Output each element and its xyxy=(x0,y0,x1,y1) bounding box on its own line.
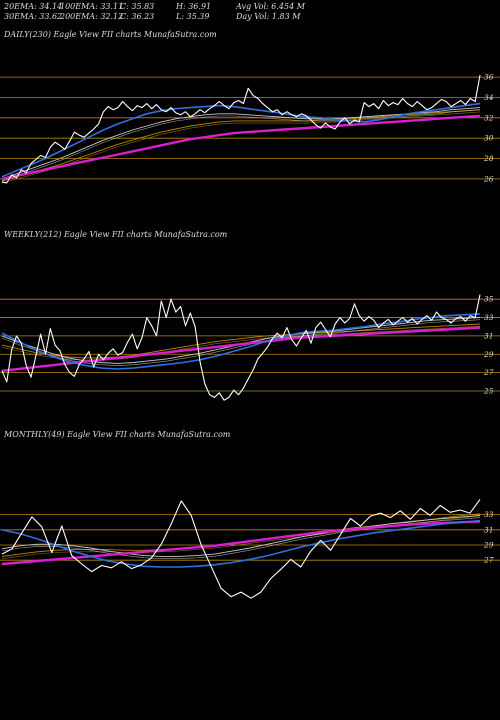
monthly-ema-mid-line xyxy=(1,514,481,557)
indicator-stats: 20EMA: 34.14 100EMA: 33.11 C: 35.83 H: 3… xyxy=(4,2,305,22)
stat-avg-vol: Avg Vol: 6.454 M xyxy=(236,2,305,11)
stat-low: L: 35.39 xyxy=(176,12,210,21)
monthly-ema-long-line xyxy=(1,520,481,566)
weekly-chart-title: WEEKLY(212) Eagle View FII charts Munafa… xyxy=(4,230,228,239)
monthly-ema-mid2-line xyxy=(1,513,481,557)
stat-200ema: 200EMA: 32.12 xyxy=(60,12,124,21)
weekly-y-tick-label: 27 xyxy=(483,368,494,377)
stats-row-1: 20EMA: 34.14 100EMA: 33.11 C: 35.83 H: 3… xyxy=(4,2,305,12)
daily-ema-mid-line xyxy=(1,107,481,180)
daily-y-tick-label: 28 xyxy=(483,154,494,163)
stat-prev-close: C: 36.23 xyxy=(120,12,155,21)
stat-100ema: 100EMA: 33.11 xyxy=(60,2,124,11)
monthly-y-tick-label: 27 xyxy=(483,556,494,565)
daily-y-tick-label: 36 xyxy=(484,73,494,82)
daily-ema-fast-line xyxy=(1,102,481,178)
daily-y-tick-label: 32 xyxy=(484,113,494,122)
monthly-y-tick-label: 33 xyxy=(484,510,494,519)
weekly-y-tick-label: 33 xyxy=(484,313,494,322)
daily-ema-mid2-band-line xyxy=(1,111,481,184)
daily-chart-title: DAILY(230) Eagle View FII charts MunafaS… xyxy=(3,30,217,39)
daily-ema-long-line xyxy=(1,114,481,181)
stats-row-2: 30EMA: 33.62 200EMA: 32.12 C: 36.23 L: 3… xyxy=(4,12,305,22)
monthly-price-line xyxy=(1,499,481,599)
weekly-y-tick-label: 31 xyxy=(484,331,494,340)
weekly-panel: WEEKLY(212) Eagle View FII charts Munafa… xyxy=(0,230,500,401)
daily-y-tick-label: 34 xyxy=(484,93,494,102)
monthly-panel: MONTHLY(49) Eagle View FII charts Munafa… xyxy=(0,430,500,599)
monthly-y-tick-label: 29 xyxy=(483,541,494,550)
weekly-ema-fast-line xyxy=(1,313,481,370)
stat-20ema: 20EMA: 34.14 xyxy=(4,2,63,11)
stat-high: H: 36.91 xyxy=(176,2,212,11)
monthly-ema-fast-line xyxy=(1,519,481,568)
monthly-y-tick-label: 31 xyxy=(484,525,494,534)
stat-day-vol: Day Vol: 1.83 M xyxy=(236,12,301,21)
weekly-ema-mid2-line xyxy=(1,323,481,359)
stat-30ema: 30EMA: 33.62 xyxy=(4,12,63,21)
weekly-y-tick-label: 25 xyxy=(483,386,494,395)
daily-price-line xyxy=(1,75,481,184)
daily-y-tick-label: 30 xyxy=(484,134,494,143)
daily-y-tick-label: 26 xyxy=(483,174,494,183)
weekly-y-tick-label: 29 xyxy=(483,350,494,359)
monthly-chart-title: MONTHLY(49) Eagle View FII charts Munafa… xyxy=(3,430,231,439)
weekly-ema-mid-line xyxy=(1,317,481,364)
daily-ema-mid-band-line xyxy=(1,109,481,182)
weekly-y-tick-label: 35 xyxy=(484,295,494,304)
weekly-price-line xyxy=(1,294,481,401)
stat-close: C: 35.83 xyxy=(120,2,155,11)
daily-panel: DAILY(230) Eagle View FII charts MunafaS… xyxy=(0,30,500,184)
